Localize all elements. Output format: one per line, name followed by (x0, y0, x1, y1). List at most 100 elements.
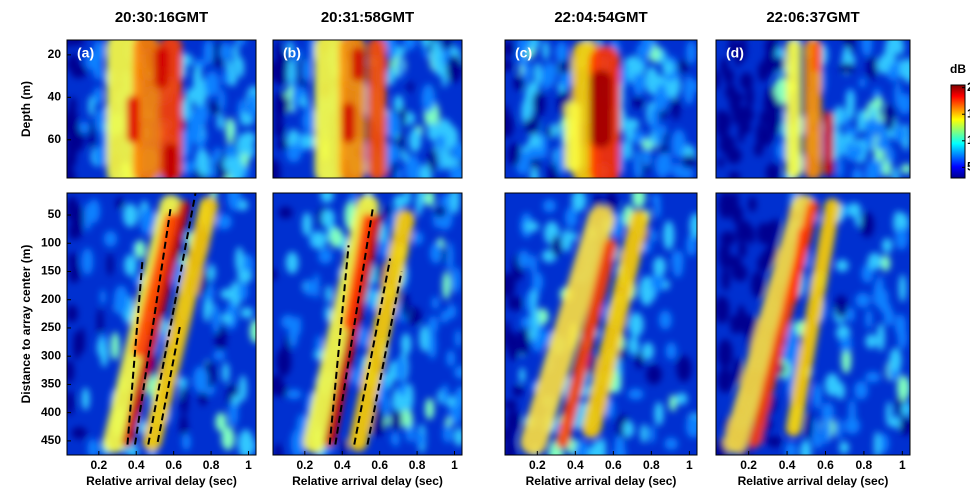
noise (641, 148, 652, 167)
noise (232, 394, 241, 406)
noise (431, 296, 440, 310)
noise (614, 435, 625, 455)
noise (324, 305, 332, 322)
noise (662, 151, 673, 175)
noise (273, 159, 281, 178)
noise (540, 131, 548, 160)
noise (654, 401, 664, 426)
noise (860, 212, 874, 238)
noise (767, 435, 782, 448)
noise (866, 56, 877, 80)
streak (788, 227, 809, 303)
noise (304, 279, 315, 297)
streak (520, 205, 615, 455)
noise (628, 312, 644, 337)
noise (686, 40, 697, 65)
noise (659, 123, 667, 137)
noise (81, 387, 90, 411)
noise (287, 57, 296, 87)
x-axis-label: Relative arrival delay (sec) (738, 474, 889, 488)
noise (220, 288, 235, 300)
noise (302, 58, 312, 83)
streak (348, 209, 415, 452)
noise (897, 325, 907, 350)
y-tick-label: 300 (41, 348, 61, 362)
noise (605, 398, 615, 420)
noise (649, 106, 660, 133)
y-tick-label: 150 (41, 264, 61, 278)
noise (187, 112, 203, 143)
noise (640, 423, 648, 443)
x-tick-label: 1 (686, 458, 693, 472)
noise (530, 306, 540, 334)
x-tick-label: 0.8 (856, 458, 873, 472)
noise (428, 315, 439, 334)
noise (605, 193, 618, 212)
noise (221, 426, 235, 451)
noise (440, 146, 451, 170)
noise (186, 87, 193, 104)
noise (873, 88, 882, 99)
noise (901, 401, 910, 417)
x-tick-label: 0.2 (90, 458, 107, 472)
noise (542, 199, 557, 213)
noise (67, 390, 74, 416)
noise (836, 417, 843, 441)
noise (861, 40, 873, 57)
y-tick-label: 20 (48, 47, 62, 61)
noise (734, 41, 747, 63)
noise (227, 193, 241, 211)
noise (401, 292, 410, 319)
noise (74, 129, 85, 151)
noise (236, 57, 245, 78)
noise (276, 347, 292, 377)
noise (442, 40, 454, 49)
noise (273, 374, 284, 397)
noise (519, 367, 526, 384)
noise (208, 166, 217, 177)
dashed-line (156, 323, 182, 443)
noise (395, 355, 406, 382)
noise (811, 418, 820, 448)
noise (229, 155, 244, 178)
noise (296, 86, 306, 100)
colorbar-tick-label: 15 (967, 106, 970, 120)
noise (623, 420, 635, 438)
y-tick-label: 50 (48, 207, 62, 221)
colorbar-tick-label: 10 (967, 133, 970, 147)
noise (225, 117, 235, 143)
noise (517, 326, 530, 356)
noise (454, 329, 462, 348)
heatmap (504, 192, 698, 456)
noise (85, 52, 97, 71)
noise (88, 198, 101, 224)
heatmap-image (505, 193, 697, 455)
noise (72, 206, 85, 229)
noise (717, 368, 734, 393)
heatmap (272, 192, 463, 456)
noise (677, 59, 689, 73)
noise (505, 40, 515, 57)
noise (93, 145, 110, 167)
noise (574, 440, 589, 455)
noise (631, 193, 646, 208)
noise (785, 441, 797, 455)
noise (274, 108, 283, 137)
noise (507, 296, 523, 311)
noise (528, 40, 540, 51)
noise (404, 155, 421, 178)
noise (821, 417, 832, 445)
noise (745, 85, 754, 109)
noise (405, 383, 414, 412)
heatmap (715, 192, 911, 456)
x-tick-label: 0.6 (165, 458, 182, 472)
x-tick-label: 0.2 (529, 458, 546, 472)
noise (68, 144, 77, 168)
noise (318, 248, 333, 264)
noise (658, 310, 672, 330)
noise (286, 144, 302, 163)
noise (831, 110, 843, 127)
streak (723, 194, 815, 454)
x-tick-label: 1 (245, 458, 252, 472)
noise (855, 292, 871, 308)
